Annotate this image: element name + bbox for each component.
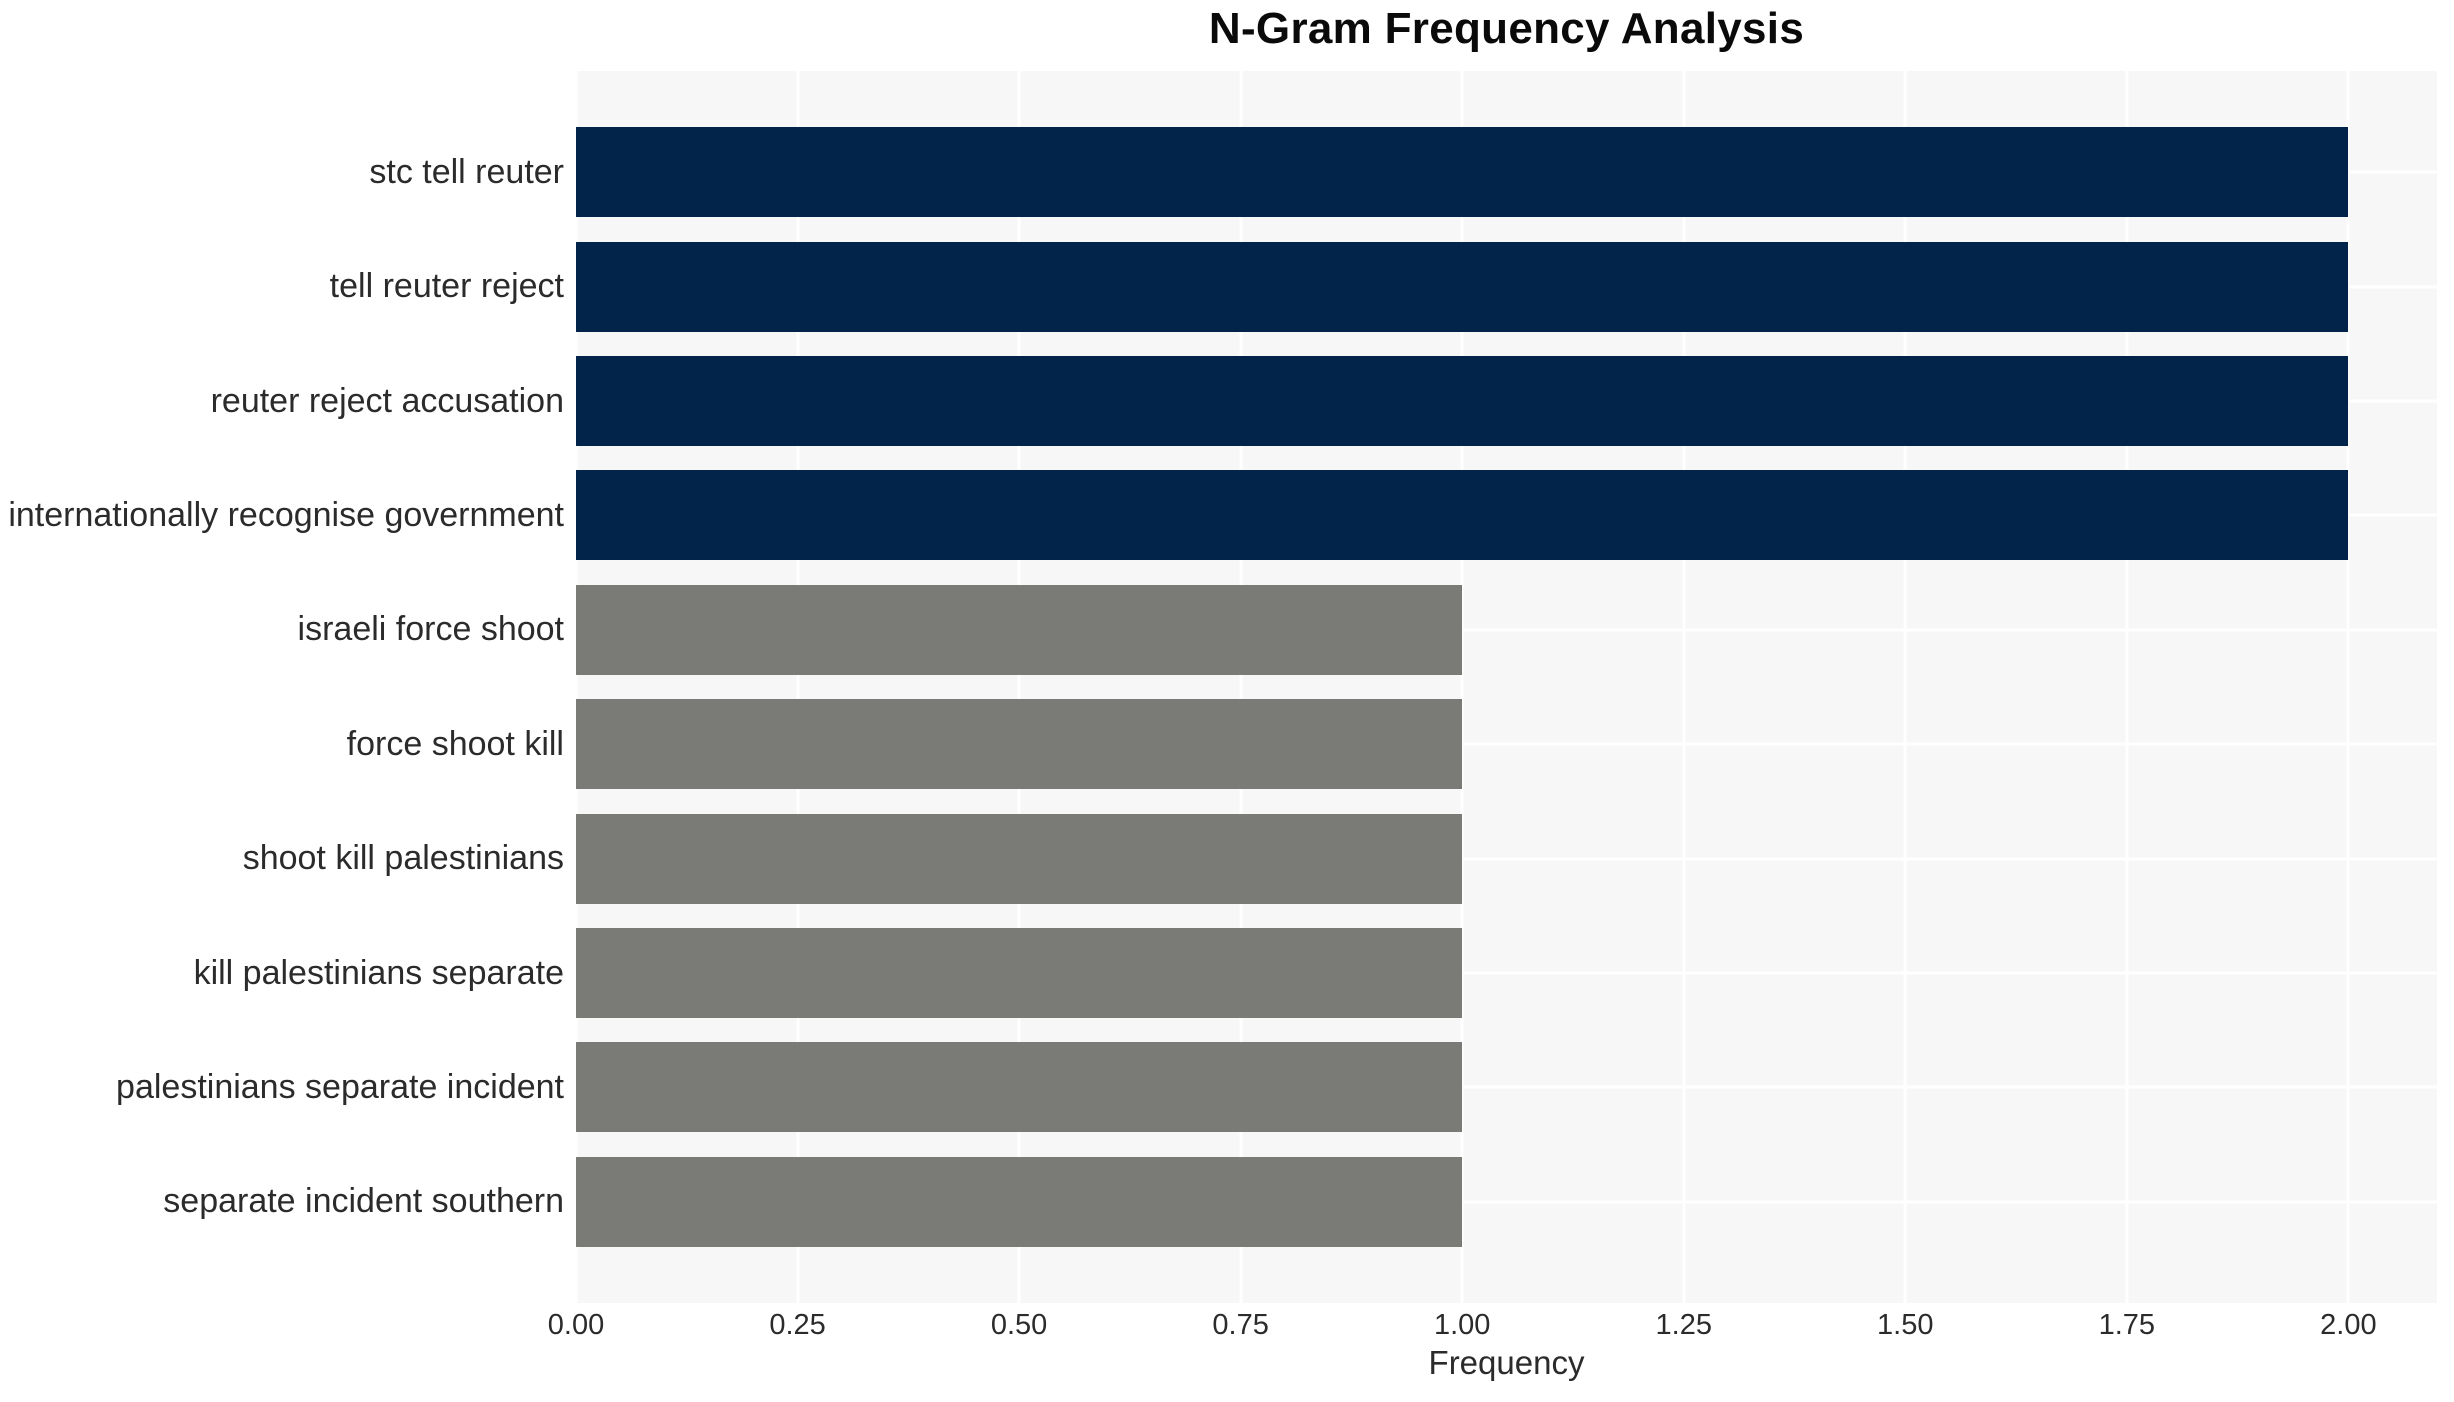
bar <box>576 584 1463 675</box>
chart-title: N-Gram Frequency Analysis <box>1208 4 1805 53</box>
horizontal-gridline <box>576 628 2437 632</box>
plot-area <box>574 71 2437 1303</box>
bar <box>576 699 1463 790</box>
bar-row <box>576 458 2437 572</box>
y-label-row: tell reuter reject <box>0 229 564 343</box>
x-axis-tick-label: 1.75 <box>2098 1309 2156 1341</box>
bar-row <box>576 801 2437 915</box>
x-axis-tick-label: 0.75 <box>1212 1309 1269 1341</box>
horizontal-gridline <box>576 1085 2437 1089</box>
bar <box>576 1156 1463 1247</box>
horizontal-gridline <box>576 1200 2437 1204</box>
y-axis-label: palestinians separate incident <box>116 1067 564 1106</box>
y-label-row: israeli force shoot <box>0 573 564 687</box>
vertical-gridline <box>1682 71 1686 1303</box>
vertical-gridline <box>1460 71 1464 1303</box>
x-axis-title: Frequency <box>1428 1344 1585 1381</box>
bar-row <box>576 1145 2437 1259</box>
y-axis-label: kill palestinians separate <box>193 953 564 992</box>
y-label-row: palestinians separate incident <box>0 1030 564 1144</box>
vertical-gridline <box>574 71 578 1303</box>
horizontal-gridline <box>576 857 2437 861</box>
vertical-gridline <box>1903 71 1907 1303</box>
x-axis-tick-label: 0.50 <box>990 1309 1048 1341</box>
vertical-gridline <box>2125 71 2129 1303</box>
x-axis-tick-label: 1.00 <box>1433 1309 1491 1341</box>
y-axis-label: stc tell reuter <box>369 152 564 191</box>
y-label-row: kill palestinians separate <box>0 916 564 1030</box>
bar <box>576 813 1463 904</box>
y-axis-label: israeli force shoot <box>297 610 564 649</box>
bar-row <box>576 916 2437 1030</box>
x-axis-tick-label: 2.00 <box>2320 1309 2377 1341</box>
x-axis-ticks: 0.00 0.25 0.50 0.75 1.00 1.25 1.50 1.75 2.00 <box>548 1303 2437 1345</box>
y-label-row: reuter reject accusation <box>0 344 564 458</box>
horizontal-gridline <box>576 742 2437 746</box>
x-axis-tick-label: 0.25 <box>769 1309 826 1341</box>
vertical-gridline <box>2346 71 2350 1303</box>
y-axis-label: shoot kill palestinians <box>242 839 564 878</box>
bar-row <box>576 687 2437 801</box>
x-axis-tick-label: 0.00 <box>547 1309 605 1341</box>
y-axis-labels: stc tell reuter tell reuter reject reuter … <box>0 71 564 1303</box>
bar-row <box>576 115 2437 229</box>
bar <box>576 127 2349 218</box>
bar <box>576 241 2349 332</box>
y-axis-label: separate incident southern <box>163 1182 564 1221</box>
bar <box>576 356 2349 447</box>
y-axis-label: tell reuter reject <box>329 267 564 306</box>
y-label-row: internationally recognise government <box>0 458 564 572</box>
vertical-gridline <box>1239 71 1243 1303</box>
y-label-row: shoot kill palestinians <box>0 801 564 915</box>
bar <box>576 928 1463 1019</box>
y-axis-label: force shoot kill <box>346 724 564 763</box>
x-axis-tick-label: 1.25 <box>1655 1309 1712 1341</box>
bar-row <box>576 573 2437 687</box>
bar <box>576 1042 1463 1133</box>
y-axis-label: internationally recognise government <box>8 495 564 534</box>
y-label-row: stc tell reuter <box>0 115 564 229</box>
bar-row <box>576 1030 2437 1144</box>
vertical-gridline <box>1017 71 1021 1303</box>
y-label-row: separate incident southern <box>0 1145 564 1259</box>
x-axis-tick-label: 1.50 <box>1877 1309 1934 1341</box>
bar-row <box>576 344 2437 458</box>
vertical-gridline <box>796 71 800 1303</box>
bars-layer <box>576 71 2437 1303</box>
bar-row <box>576 229 2437 343</box>
y-label-row: force shoot kill <box>0 687 564 801</box>
horizontal-gridline <box>576 971 2437 975</box>
bar <box>576 470 2349 561</box>
y-axis-label: reuter reject accusation <box>210 381 564 420</box>
